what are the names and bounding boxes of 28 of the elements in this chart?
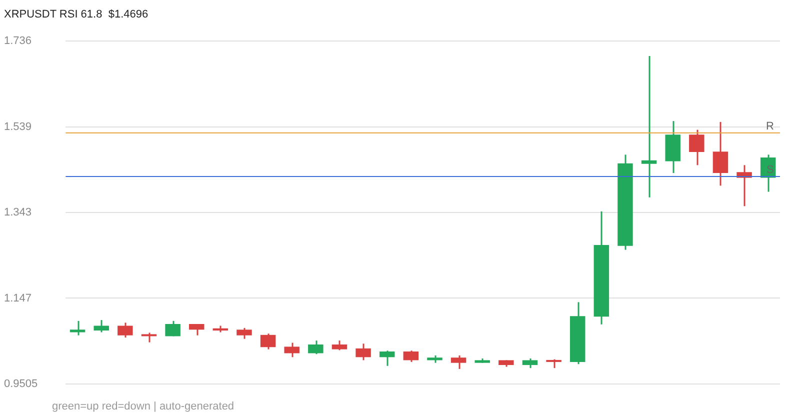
y-tick-label: 1.343 bbox=[4, 206, 32, 219]
candlestick bbox=[94, 319, 109, 334]
candlestick bbox=[165, 320, 180, 337]
candlestick bbox=[260, 332, 276, 350]
candlestick bbox=[236, 327, 252, 340]
candlestick bbox=[141, 332, 157, 344]
candlestick bbox=[332, 340, 348, 351]
candlestick bbox=[379, 350, 395, 367]
candlestick bbox=[356, 342, 371, 361]
chart-title: XRPUSDT RSI 61.8 $1.4696 bbox=[4, 8, 148, 21]
candlestick bbox=[284, 342, 300, 358]
candlestick bbox=[689, 129, 704, 166]
candlestick bbox=[403, 350, 419, 363]
ref-line-label: S bbox=[766, 164, 774, 176]
y-tick-label: 1.147 bbox=[4, 292, 32, 304]
candlestick bbox=[641, 55, 657, 198]
candlestick bbox=[308, 340, 324, 355]
candlestick bbox=[736, 164, 752, 207]
candlestick bbox=[70, 320, 86, 336]
candlestick bbox=[522, 358, 538, 369]
ref-line-label: R bbox=[766, 120, 774, 132]
y-tick-label: 0.9505 bbox=[4, 378, 38, 390]
y-tick-label: 1.736 bbox=[4, 35, 32, 48]
candlestick bbox=[712, 121, 728, 186]
candlestick bbox=[118, 322, 133, 338]
candlestick bbox=[450, 354, 466, 370]
text: green=up red=down | auto-generated bbox=[52, 400, 234, 413]
y-tick-label: 1.539 bbox=[4, 121, 32, 134]
